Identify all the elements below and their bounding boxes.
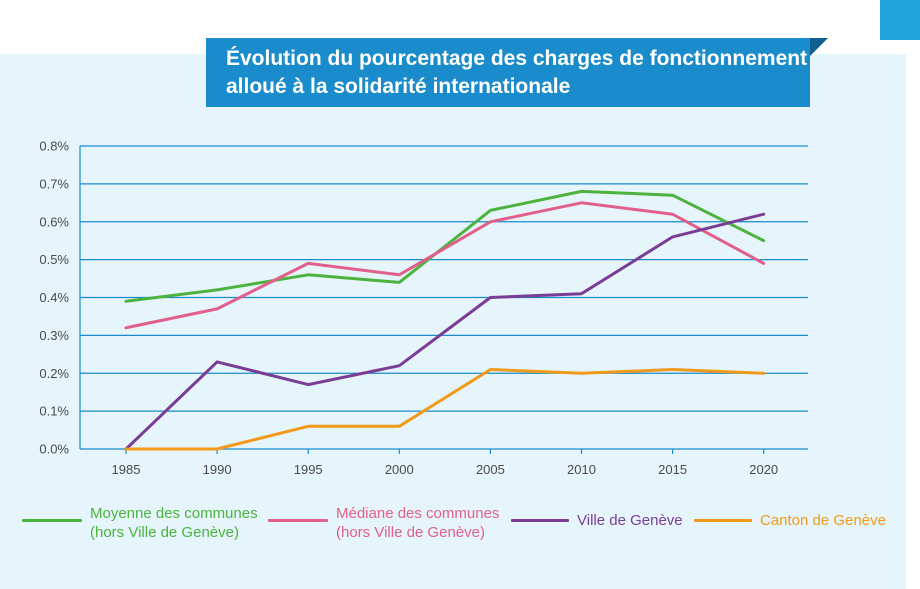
- x-tick-label-2: 1995: [294, 462, 323, 477]
- legend-label-mediane-line-1: Médiane des communes: [336, 505, 500, 522]
- axis-layer: 0.0% 0.1% 0.2% 0.3% 0.4% 0.5% 0.6% 0.7% 0.8% 1985…: [39, 139, 778, 478]
- legend-item-mediane: Médiane des communes (hors Ville de Genè…: [268, 502, 499, 546]
- legend-swatch-ville: [511, 519, 569, 522]
- legend-label-canton: Canton de Genève: [760, 512, 886, 529]
- y-tick-label-6: 0.6%: [39, 214, 69, 229]
- series-moyenne-line: [124, 189, 766, 303]
- legend-label-ville: Ville de Genève: [577, 512, 683, 529]
- series-canton-line: [124, 368, 766, 451]
- x-tick-label-5: 2010: [567, 462, 596, 477]
- y-tick-label-4: 0.4%: [39, 290, 69, 305]
- x-tick-label-4: 2005: [476, 462, 505, 477]
- legend-label-mediane: Médiane des communes (hors Ville de Genè…: [336, 504, 499, 542]
- x-tick-label-6: 2015: [658, 462, 687, 477]
- series-ville-line: [124, 212, 766, 451]
- legend-swatch-moyenne: [22, 519, 82, 522]
- chart-title-line-1: Évolution du pourcentage des charges de …: [226, 47, 808, 70]
- chart-title-line-2: alloué à la solidarité internationale: [226, 75, 571, 98]
- legend-swatch-mediane: [268, 519, 328, 522]
- x-tick-label-0: 1985: [112, 462, 141, 477]
- y-tick-label-3: 0.3%: [39, 328, 69, 343]
- title-fold: [810, 38, 828, 56]
- legend-label-moyenne-line-2: (hors Ville de Genève): [90, 524, 239, 541]
- corner-tab: [880, 0, 920, 40]
- legend-item-canton: Canton de Genève: [694, 502, 886, 546]
- y-tick-label-1: 0.1%: [39, 404, 69, 419]
- legend-swatch-canton: [694, 519, 752, 522]
- y-tick-label-5: 0.5%: [39, 252, 69, 267]
- series-mediane-line: [124, 201, 766, 330]
- legend-label-mediane-line-2: (hors Ville de Genève): [336, 524, 485, 541]
- y-tick-label-0: 0.0%: [39, 442, 69, 457]
- legend-item-ville: Ville de Genève: [511, 502, 683, 546]
- y-tick-label-8: 0.8%: [39, 139, 69, 154]
- x-tick-label-7: 2020: [749, 462, 778, 477]
- series-layer: [124, 189, 766, 451]
- x-tick-label-1: 1990: [203, 462, 232, 477]
- legend-label-moyenne-line-1: Moyenne des communes: [90, 505, 258, 522]
- x-tick-label-3: 2000: [385, 462, 414, 477]
- grid-layer: [79, 145, 808, 454]
- legend-label-moyenne: Moyenne des communes (hors Ville de Genè…: [90, 504, 258, 542]
- y-tick-label-2: 0.2%: [39, 366, 69, 381]
- legend-item-moyenne: Moyenne des communes (hors Ville de Genè…: [22, 502, 258, 546]
- y-tick-label-7: 0.7%: [39, 176, 69, 191]
- chart-title: Évolution du pourcentage des charges de …: [206, 38, 810, 107]
